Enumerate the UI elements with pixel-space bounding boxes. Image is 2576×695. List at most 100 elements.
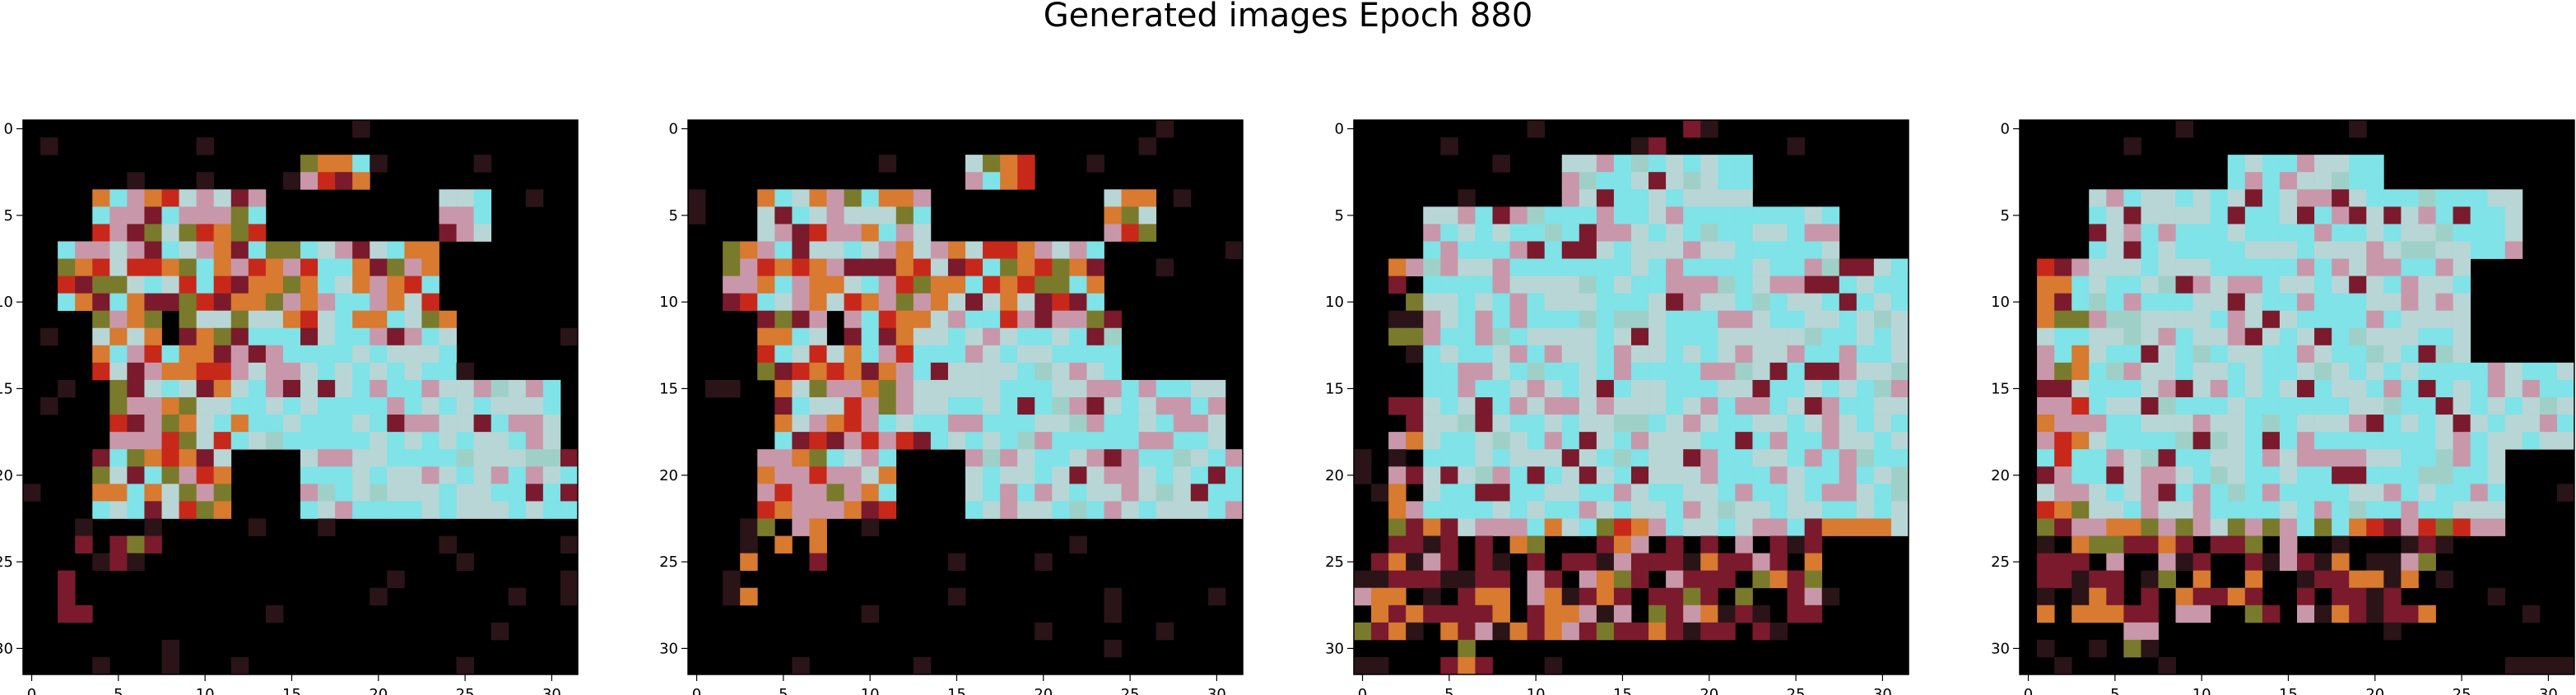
pixel-cell	[878, 397, 897, 415]
pixel-cell	[473, 432, 492, 450]
pixel-cell	[1492, 587, 1510, 606]
pixel-cell	[144, 379, 162, 398]
pixel-cell	[2141, 224, 2159, 242]
pixel-cell	[1138, 397, 1157, 415]
pixel-cell	[1207, 379, 1226, 398]
pixel-cell	[1527, 415, 1546, 433]
pixel-cell	[2279, 327, 2298, 346]
pixel-cell	[58, 241, 76, 259]
pixel-cell	[2123, 605, 2141, 623]
pixel-cell	[2210, 362, 2229, 381]
pixel-cell	[1631, 241, 1649, 259]
pixel-cell	[844, 206, 863, 225]
pixel-cell	[1190, 501, 1209, 519]
pixel-cell	[2192, 570, 2211, 589]
pixel-cell	[318, 466, 336, 484]
pixel-cell	[2435, 206, 2453, 225]
pixel-cell	[318, 155, 336, 173]
pixel-cell	[774, 432, 793, 450]
pixel-cell	[1069, 362, 1087, 381]
pixel-cell	[1700, 397, 1718, 415]
pixel-cell	[456, 432, 475, 450]
pixel-cell	[370, 379, 388, 398]
pixel-cell	[1069, 535, 1087, 554]
pixel-cell	[1735, 397, 1753, 415]
pixel-cell	[2089, 415, 2107, 433]
pixel-cell	[2071, 466, 2090, 484]
pixel-cell	[2383, 327, 2402, 346]
pixel-cell	[2435, 379, 2453, 398]
pixel-cell	[1631, 415, 1649, 433]
pixel-cell	[2401, 535, 2419, 554]
pixel-cell	[127, 172, 145, 190]
pixel-cell	[179, 397, 198, 415]
pixel-cell	[930, 397, 949, 415]
pixel-cell	[2123, 379, 2141, 398]
pixel-cell	[75, 518, 93, 536]
pixel-cell	[1873, 362, 1892, 381]
pixel-cell	[1648, 189, 1667, 207]
pixel-cell	[282, 379, 301, 398]
pixel-cell	[1666, 535, 1684, 554]
pixel-cell	[1544, 206, 1563, 225]
pixel-cell	[161, 276, 179, 294]
pixel-cell	[370, 155, 388, 173]
pixel-cell	[2210, 293, 2229, 312]
pixel-cell	[404, 501, 422, 519]
pixel-cell	[1086, 276, 1104, 294]
pixel-cell	[1596, 345, 1615, 364]
pixel-cell	[1104, 327, 1122, 346]
pixel-cell	[1406, 293, 1424, 312]
pixel-cell	[1666, 293, 1684, 312]
pixel-cell	[1069, 501, 1087, 519]
pixel-cell	[2227, 587, 2246, 606]
pixel-cell	[1648, 155, 1667, 173]
pixel-cell	[1527, 241, 1546, 259]
pixel-cell	[983, 310, 1001, 329]
pixel-cell	[2383, 224, 2402, 242]
pixel-cell	[792, 362, 810, 381]
pixel-cell	[1718, 362, 1736, 381]
pixel-cell	[161, 189, 179, 207]
pixel-cell	[179, 327, 198, 346]
pixel-cell	[144, 518, 162, 536]
pixel-cell	[1787, 432, 1806, 450]
pixel-cell	[127, 501, 145, 519]
pixel-cell	[1527, 327, 1546, 346]
pixel-cell	[1579, 224, 1597, 242]
pixel-cell	[757, 518, 775, 536]
pixel-cell	[92, 466, 110, 484]
pixel-cell	[92, 656, 110, 675]
y-tick-label: 25	[659, 554, 678, 571]
pixel-cell	[1155, 379, 1174, 398]
pixel-cell	[2279, 553, 2298, 572]
pixel-cell	[179, 415, 198, 433]
pixel-cell	[2192, 362, 2211, 381]
pixel-cell	[740, 587, 758, 606]
pixel-cell	[2418, 362, 2436, 381]
pixel-cell	[2123, 224, 2141, 242]
pixel-cell	[2401, 379, 2419, 398]
pixel-cell	[861, 362, 880, 381]
pixel-cell	[1406, 535, 1424, 554]
pixel-cell	[1561, 553, 1580, 572]
pixel-cell	[1804, 362, 1823, 381]
pixel-cell	[1579, 570, 1597, 589]
pixel-cell	[844, 362, 863, 381]
pixel-cell	[2418, 518, 2436, 536]
y-tick-label: 15	[1325, 380, 1344, 397]
pixel-cell	[2106, 379, 2124, 398]
axes-frame	[22, 119, 579, 675]
pixel-cell	[161, 432, 179, 450]
pixel-cell	[387, 570, 405, 589]
pixel-cell	[792, 189, 810, 207]
pixel-cell	[1839, 379, 1858, 398]
pixel-cell	[1769, 397, 1788, 415]
pixel-cell	[2262, 345, 2281, 364]
pixel-cell	[282, 327, 301, 346]
pixel-cell	[1804, 553, 1823, 572]
pixel-cell	[179, 484, 198, 502]
pixel-cell	[439, 449, 457, 467]
pixel-cell	[1509, 449, 1528, 467]
